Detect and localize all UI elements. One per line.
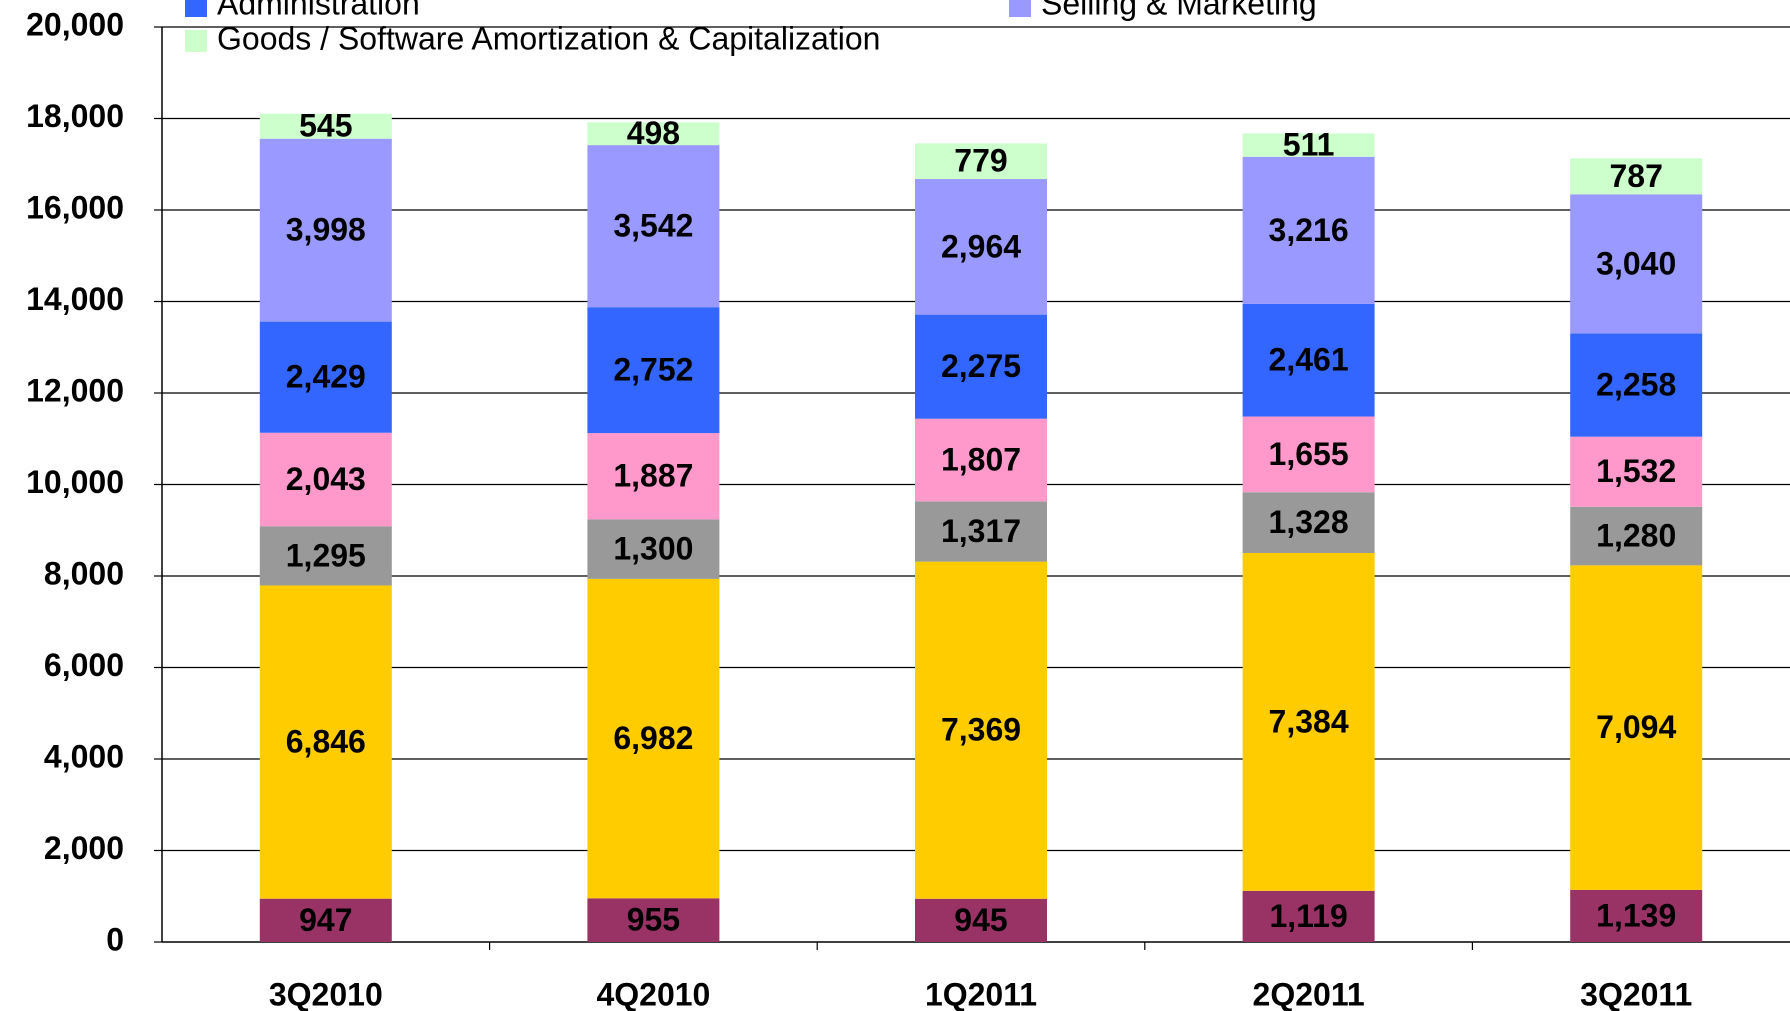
legend-label: Goods / Software Amortization & Capitali… (217, 20, 880, 56)
y-tick-label: 12,000 (26, 372, 124, 408)
data-label: 3,542 (613, 208, 693, 244)
x-tick-label: 3Q2011 (1580, 976, 1692, 1011)
data-label: 498 (627, 115, 680, 151)
y-tick-label: 16,000 (26, 189, 124, 225)
data-label: 2,258 (1596, 366, 1676, 402)
data-label: 945 (954, 902, 1007, 938)
data-label: 1,280 (1596, 518, 1676, 554)
legend-swatch (185, 0, 207, 17)
data-label: 2,964 (941, 228, 1021, 264)
legend-swatch (1009, 0, 1031, 17)
y-tick-label: 18,000 (26, 98, 124, 134)
data-label: 3,040 (1596, 245, 1676, 281)
chart: 0 2,000 4,000 6,000 8,000 10,000 12,000 14,000 1… (0, 0, 1790, 1011)
data-label: 779 (954, 143, 1007, 179)
legend-swatch (185, 30, 207, 52)
data-label: 6,846 (286, 724, 366, 760)
y-tick-label: 6,000 (44, 647, 124, 683)
data-label: 2,275 (941, 348, 1021, 384)
y-tick-label: 0 (106, 921, 124, 957)
y-tick-label: 2,000 (44, 830, 124, 866)
page: 0 2,000 4,000 6,000 8,000 10,000 12,000 14,000 1… (0, 0, 1790, 1011)
data-label: 6,982 (613, 720, 693, 756)
data-label: 1,887 (613, 458, 693, 494)
y-tick-label: 10,000 (26, 464, 124, 500)
data-label: 7,369 (941, 712, 1021, 748)
data-label: 545 (299, 108, 352, 144)
x-tick-label: 4Q2010 (596, 976, 710, 1011)
data-label: 947 (299, 902, 352, 938)
x-tick-label: 2Q2011 (1253, 976, 1365, 1011)
data-label: 1,807 (941, 441, 1021, 477)
data-label: 3,216 (1269, 212, 1349, 248)
data-label: 1,300 (613, 531, 693, 567)
data-label: 1,532 (1596, 453, 1676, 489)
y-tick-label: 14,000 (26, 281, 124, 317)
data-label: 2,043 (286, 461, 366, 497)
x-tick-label: 1Q2011 (925, 976, 1037, 1011)
data-label: 1,317 (941, 513, 1021, 549)
data-label: 2,461 (1269, 342, 1349, 378)
data-label: 2,752 (613, 352, 693, 388)
data-label: 1,328 (1269, 504, 1349, 540)
y-tick-label: 20,000 (26, 6, 124, 42)
data-label: 2,429 (286, 359, 366, 395)
data-label: 7,384 (1269, 703, 1349, 739)
data-label: 787 (1610, 158, 1663, 194)
y-tick-label: 4,000 (44, 738, 124, 774)
data-label: 3,998 (286, 212, 366, 248)
legend-label: Selling & Marketing (1041, 0, 1317, 21)
legend-label: Administration (217, 0, 420, 21)
y-tick-label: 8,000 (44, 555, 124, 591)
data-label: 1,655 (1269, 436, 1349, 472)
data-label: 1,139 (1596, 897, 1676, 933)
data-label: 7,094 (1596, 709, 1676, 745)
data-label: 955 (627, 902, 680, 938)
x-tick-label: 3Q2010 (269, 976, 383, 1011)
data-label: 1,295 (286, 537, 366, 573)
data-label: 511 (1283, 127, 1335, 163)
data-label: 1,119 (1269, 898, 1347, 934)
